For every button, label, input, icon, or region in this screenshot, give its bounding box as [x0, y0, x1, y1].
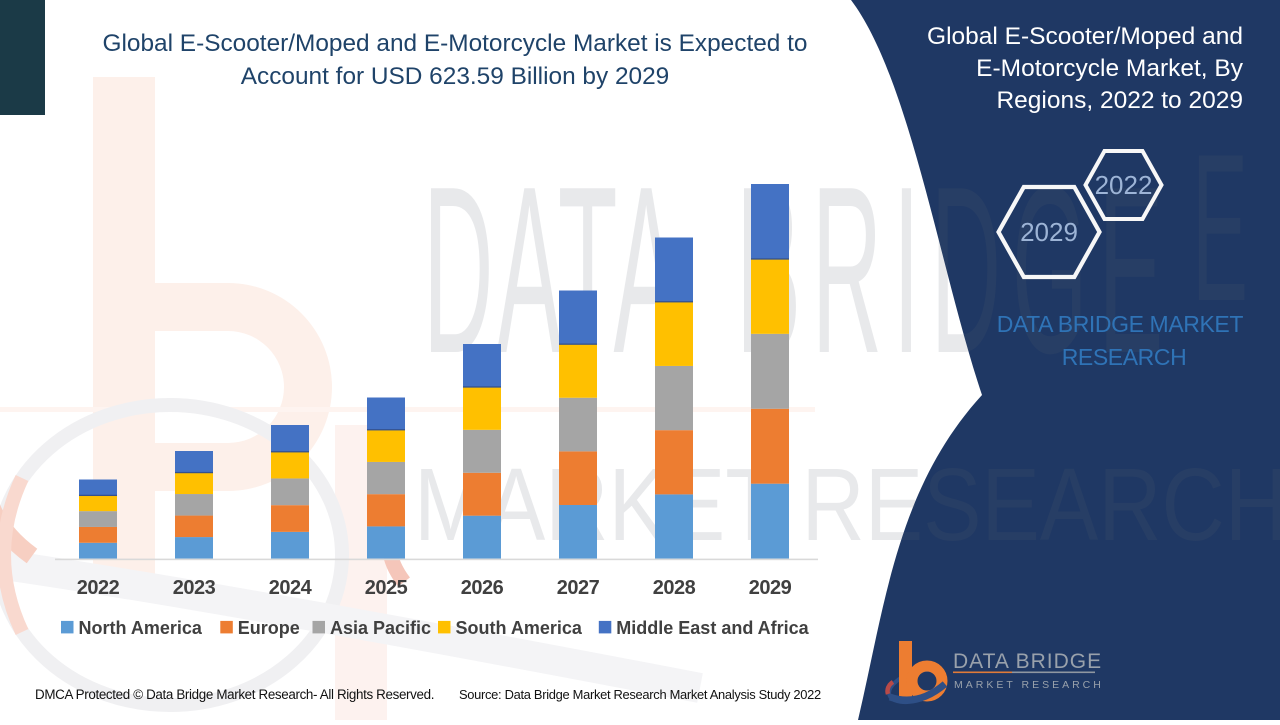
svg-text:Global E-Scooter/Moped and E-M: Global E-Scooter/Moped and E-Motorcycle …	[103, 30, 808, 57]
svg-text:Global E-Scooter/Moped and: Global E-Scooter/Moped and	[927, 23, 1243, 50]
svg-text:E-Motorcycle Market, By: E-Motorcycle Market, By	[976, 55, 1244, 82]
svg-text:North America: North America	[79, 618, 203, 638]
svg-text:MARKET RESEARCH: MARKET RESEARCH	[954, 679, 1104, 691]
svg-text:E: E	[1192, 110, 1248, 345]
svg-text:Middle East and Africa: Middle East and Africa	[616, 618, 809, 638]
svg-text:2023: 2023	[173, 577, 216, 599]
svg-text:RESEARCH: RESEARCH	[1062, 344, 1187, 370]
svg-text:Asia Pacific: Asia Pacific	[330, 618, 431, 638]
svg-text:2027: 2027	[557, 577, 600, 599]
svg-text:Account for USD 623.59 Billion: Account for USD 623.59 Billion by 2029	[241, 63, 669, 90]
svg-text:Regions, 2022 to 2029: Regions, 2022 to 2029	[996, 87, 1243, 114]
svg-text:2029: 2029	[1020, 217, 1078, 247]
svg-text:Europe: Europe	[238, 618, 300, 638]
svg-text:DATA BRIDGE MARKET: DATA BRIDGE MARKET	[997, 311, 1244, 337]
svg-text:2024: 2024	[269, 577, 313, 599]
svg-text:2025: 2025	[365, 577, 408, 599]
svg-text:DMCA Protected © Data Bridge M: DMCA Protected © Data Bridge Market Rese…	[35, 687, 434, 702]
svg-text:2026: 2026	[461, 577, 504, 599]
svg-text:Source: Data Bridge Market Res: Source: Data Bridge Market Research Mark…	[459, 687, 821, 702]
svg-text:2028: 2028	[653, 577, 696, 599]
svg-text:2022: 2022	[1095, 170, 1153, 200]
svg-text:MARKET RESEARCH: MARKET RESEARCH	[414, 447, 1280, 562]
svg-text:South America: South America	[456, 618, 583, 638]
svg-text:DATA: DATA	[423, 136, 682, 403]
svg-text:DATA BRIDGE: DATA BRIDGE	[953, 650, 1102, 673]
svg-text:BRIDGE: BRIDGE	[736, 136, 1174, 403]
svg-text:2029: 2029	[749, 577, 792, 599]
svg-text:2022: 2022	[77, 577, 120, 599]
